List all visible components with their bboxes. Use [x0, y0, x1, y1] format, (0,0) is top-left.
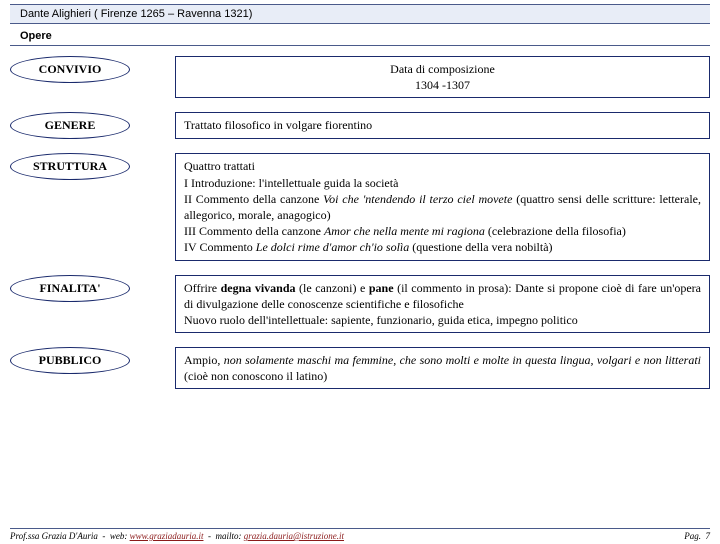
label-cell: CONVIVIO: [10, 56, 175, 83]
label-cell: FINALITA': [10, 275, 175, 302]
row-label: CONVIVIO: [10, 56, 130, 83]
label-cell: STRUTTURA: [10, 153, 175, 180]
row-value: Data di composizione1304 -1307: [175, 56, 710, 98]
label-cell: PUBBLICO: [10, 347, 175, 374]
section-title: Opere: [10, 24, 710, 46]
label-cell: GENERE: [10, 112, 175, 139]
header-title: Dante Alighieri ( Firenze 1265 – Ravenna…: [10, 4, 710, 24]
row-label: PUBBLICO: [10, 347, 130, 374]
content-area: CONVIVIO Data di composizione1304 -1307 GE…: [0, 46, 720, 389]
content-row: GENERE Trattato filosofico in volgare fio…: [10, 112, 710, 139]
row-label: FINALITA': [10, 275, 130, 302]
row-value: Ampio, non solamente maschi ma femmine, …: [175, 347, 710, 389]
row-value: Trattato filosofico in volgare fiorentin…: [175, 112, 710, 138]
row-label: STRUTTURA: [10, 153, 130, 180]
content-row: FINALITA' Offrire degna vivanda (le canzo…: [10, 275, 710, 334]
content-row: CONVIVIO Data di composizione1304 -1307: [10, 56, 710, 98]
row-label: GENERE: [10, 112, 130, 139]
content-row: STRUTTURA Quattro trattatiI Introduzione:…: [10, 153, 710, 260]
row-value: Offrire degna vivanda (le canzoni) e pan…: [175, 275, 710, 334]
row-value: Quattro trattatiI Introduzione: l'intell…: [175, 153, 710, 260]
footer: Prof.ssa Grazia D'Auria - web: www.grazi…: [10, 528, 710, 541]
content-row: PUBBLICO Ampio, non solamente maschi ma f…: [10, 347, 710, 389]
